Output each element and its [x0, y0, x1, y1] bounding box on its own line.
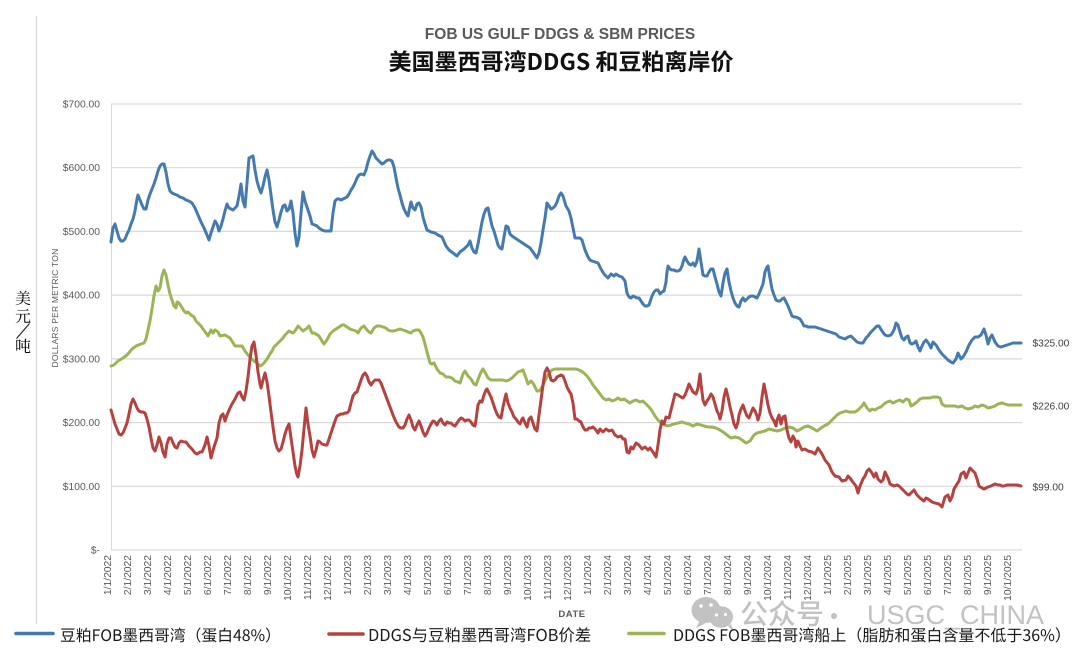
svg-text:10/1/2024: 10/1/2024 [763, 555, 774, 601]
svg-text:1/1/2023: 1/1/2023 [343, 555, 354, 595]
svg-text:USGC_CHINA: USGC_CHINA [867, 600, 1044, 630]
svg-text:8/1/2022: 8/1/2022 [243, 555, 254, 595]
svg-text:$100.00: $100.00 [63, 482, 100, 493]
svg-text:12/1/2023: 12/1/2023 [563, 555, 574, 601]
svg-text:4/1/2024: 4/1/2024 [643, 555, 654, 595]
svg-text:$700.00: $700.00 [63, 100, 100, 111]
svg-text:1/1/2024: 1/1/2024 [583, 555, 594, 595]
svg-text:3/1/2023: 3/1/2023 [383, 555, 394, 595]
svg-text:11/1/2022: 11/1/2022 [303, 555, 314, 600]
svg-text:6/1/2023: 6/1/2023 [443, 555, 454, 595]
svg-text:$500.00: $500.00 [63, 227, 100, 238]
svg-text:3/1/2025: 3/1/2025 [863, 555, 874, 595]
svg-text:7/1/2025: 7/1/2025 [943, 555, 954, 595]
svg-text:9/1/2025: 9/1/2025 [983, 555, 994, 595]
svg-text:6/1/2022: 6/1/2022 [203, 555, 214, 595]
svg-text:FOB US GULF DDGS & SBM PRICES: FOB US GULF DDGS & SBM PRICES [425, 26, 695, 43]
svg-text:2/1/2023: 2/1/2023 [363, 555, 374, 595]
svg-text:5/1/2022: 5/1/2022 [183, 555, 194, 595]
svg-text:8/1/2024: 8/1/2024 [723, 555, 734, 595]
svg-text:2/1/2025: 2/1/2025 [843, 555, 854, 595]
svg-text:11/1/2023: 11/1/2023 [543, 555, 554, 600]
svg-text:6/1/2024: 6/1/2024 [683, 555, 694, 595]
svg-text:7/1/2022: 7/1/2022 [223, 555, 234, 595]
svg-text:9/1/2024: 9/1/2024 [743, 555, 754, 595]
svg-text:10/1/2025: 10/1/2025 [1003, 555, 1014, 601]
svg-text:$99.00: $99.00 [1033, 483, 1064, 494]
svg-text:11/1/2024: 11/1/2024 [783, 555, 794, 600]
svg-text:9/1/2022: 9/1/2022 [263, 555, 274, 595]
svg-text:4/1/2025: 4/1/2025 [883, 555, 894, 595]
svg-text:3/1/2024: 3/1/2024 [623, 555, 634, 595]
svg-text:9/1/2023: 9/1/2023 [503, 555, 514, 595]
svg-text:2/1/2024: 2/1/2024 [603, 555, 614, 595]
svg-text:5/1/2024: 5/1/2024 [663, 555, 674, 595]
svg-text:$200.00: $200.00 [63, 418, 100, 429]
svg-text:4/1/2022: 4/1/2022 [163, 555, 174, 595]
svg-text:10/1/2023: 10/1/2023 [523, 555, 534, 601]
svg-text:$325.00: $325.00 [1033, 339, 1070, 350]
svg-text:DOLLARS PER METRIC TON: DOLLARS PER METRIC TON [50, 249, 60, 368]
svg-text:8/1/2023: 8/1/2023 [483, 555, 494, 595]
svg-text:6/1/2025: 6/1/2025 [923, 555, 934, 595]
svg-text:1/1/2022: 1/1/2022 [103, 555, 114, 595]
svg-text:5/1/2023: 5/1/2023 [423, 555, 434, 595]
svg-text:12/1/2024: 12/1/2024 [803, 555, 814, 601]
svg-text:12/1/2022: 12/1/2022 [323, 555, 334, 601]
svg-text:8/1/2025: 8/1/2025 [963, 555, 974, 595]
svg-text:4/1/2023: 4/1/2023 [403, 555, 414, 595]
svg-text:$600.00: $600.00 [63, 163, 100, 174]
svg-text:7/1/2023: 7/1/2023 [463, 555, 474, 595]
svg-text:5/1/2025: 5/1/2025 [903, 555, 914, 595]
svg-text:$-: $- [91, 546, 100, 557]
svg-text:7/1/2024: 7/1/2024 [703, 555, 714, 595]
svg-text:$300.00: $300.00 [63, 354, 100, 365]
svg-text:3/1/2022: 3/1/2022 [143, 555, 154, 595]
svg-text:2/1/2022: 2/1/2022 [123, 555, 134, 595]
svg-text:1/1/2025: 1/1/2025 [823, 555, 834, 595]
svg-text:$400.00: $400.00 [63, 291, 100, 302]
svg-text:DATE: DATE [558, 609, 585, 620]
svg-text:$226.00: $226.00 [1033, 402, 1070, 413]
svg-text:10/1/2022: 10/1/2022 [283, 555, 294, 601]
